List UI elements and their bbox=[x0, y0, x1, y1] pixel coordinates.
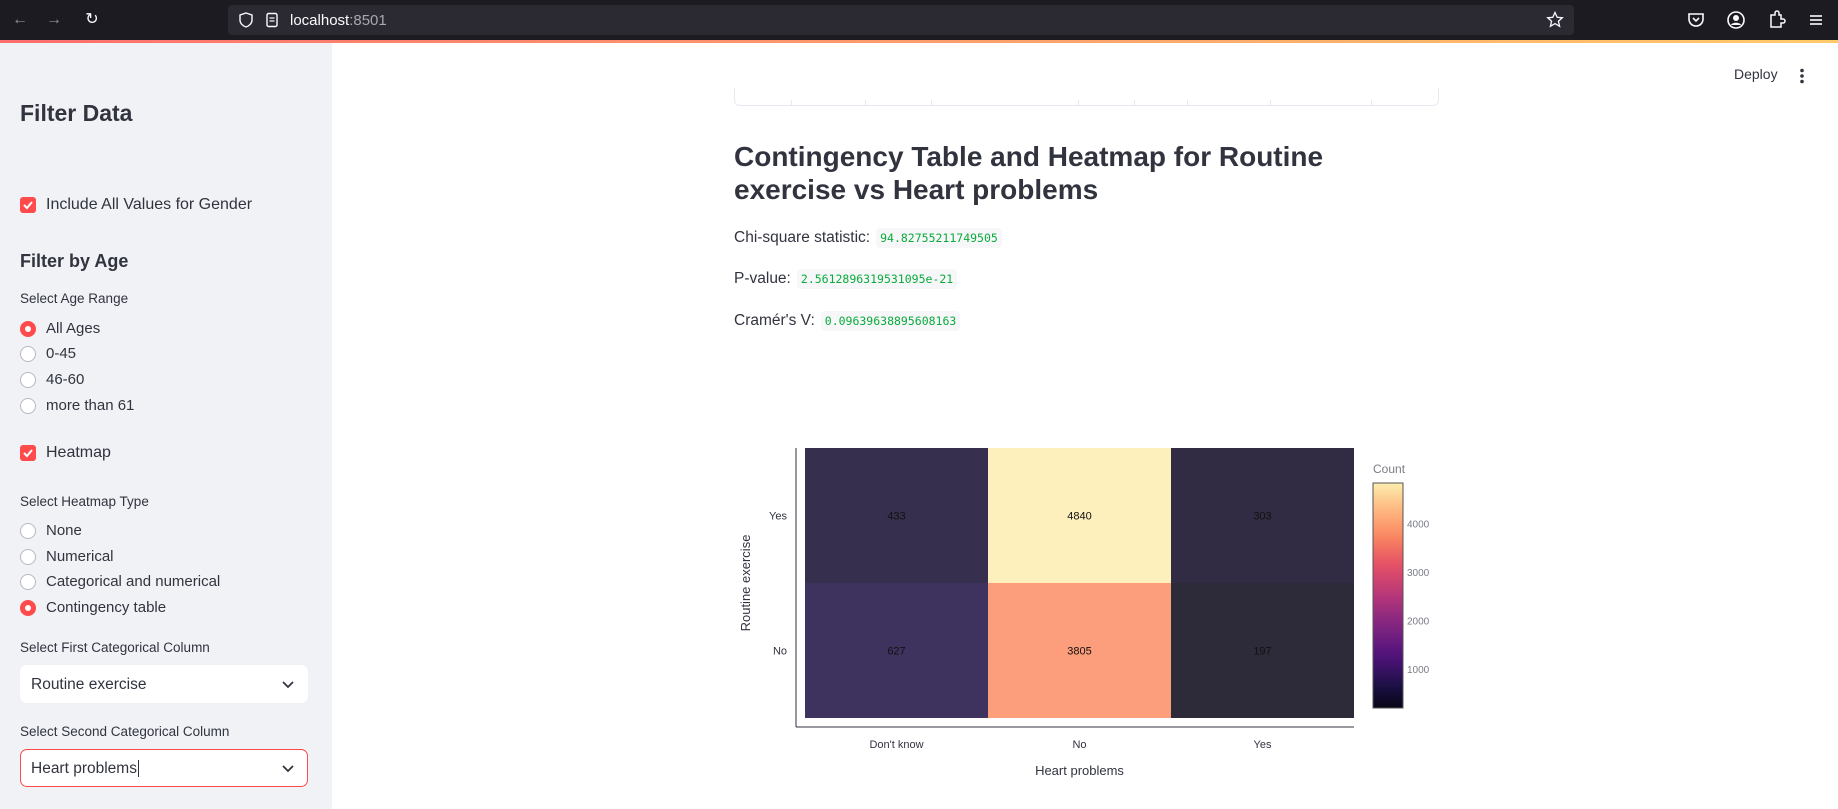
x-tick-label: Don't know bbox=[869, 739, 923, 751]
first-column-select[interactable]: Routine exercise bbox=[20, 665, 308, 703]
cramers-v-value: 0.09639638895608163 bbox=[820, 311, 961, 331]
browser-toolbar: ← → ↻ localhost:8501 bbox=[0, 0, 1838, 40]
age-option-61-plus[interactable]: more than 61 bbox=[20, 397, 134, 414]
radio-icon[interactable] bbox=[20, 573, 36, 590]
cramers-v-stat: Cramér's V: 0.09639638895608163 bbox=[734, 311, 961, 331]
y-axis-title: Routine exercise bbox=[738, 535, 753, 632]
radio-selected-icon[interactable] bbox=[20, 320, 36, 337]
age-option-0-45[interactable]: 0-45 bbox=[20, 345, 76, 362]
heatmap-type-label: Select Heatmap Type bbox=[20, 494, 149, 509]
back-icon[interactable]: ← bbox=[12, 11, 28, 28]
second-column-select[interactable]: Heart problems​ bbox=[20, 749, 308, 787]
age-option-label: 46-60 bbox=[46, 371, 85, 388]
deploy-button[interactable]: Deploy bbox=[1734, 66, 1778, 82]
chi-square-stat: Chi-square statistic: 94.82755211749505 bbox=[734, 228, 1002, 248]
p-value-stat: P-value: 2.5612896319531095e-21 bbox=[734, 269, 958, 289]
radio-icon[interactable] bbox=[20, 548, 36, 565]
age-option-46-60[interactable]: 46-60 bbox=[20, 371, 84, 388]
colorbar-tick-label: 2000 bbox=[1407, 617, 1430, 628]
reload-icon[interactable]: ↻ bbox=[85, 11, 99, 28]
heatmap-cell bbox=[1171, 583, 1354, 718]
heatmap-cell bbox=[1171, 448, 1354, 583]
radio-icon[interactable] bbox=[20, 371, 36, 388]
p-value-label: P-value: bbox=[734, 270, 791, 287]
forward-icon[interactable]: → bbox=[46, 11, 62, 28]
heatmap-type-option-label: Categorical and numerical bbox=[46, 573, 221, 590]
x-axis-title: Heart problems bbox=[1035, 763, 1124, 778]
chi-square-label: Chi-square statistic: bbox=[734, 229, 871, 246]
heatmap-cell bbox=[805, 448, 988, 583]
heatmap-cell-label: 3805 bbox=[1067, 646, 1091, 658]
cramers-v-label: Cramér's V: bbox=[734, 312, 815, 329]
age-option-label: more than 61 bbox=[46, 397, 135, 414]
url-host: localhost bbox=[290, 12, 350, 29]
contingency-heatmap[interactable]: 433 4840 303 627 3805 197 Don't know No Yes Yes No… bbox=[730, 440, 1450, 790]
address-bar[interactable]: localhost:8501 bbox=[228, 5, 1574, 35]
chevron-down-icon bbox=[282, 765, 294, 773]
radio-icon[interactable] bbox=[20, 522, 36, 539]
heatmap-cell-label: 627 bbox=[887, 646, 905, 658]
page-icon bbox=[266, 12, 278, 28]
text-cursor: ​ bbox=[137, 760, 139, 777]
shield-icon[interactable] bbox=[238, 12, 254, 28]
second-column-value: Heart problems bbox=[31, 760, 137, 777]
heatmap-cell-label: 4840 bbox=[1067, 511, 1091, 523]
heatmap-type-numerical[interactable]: Numerical bbox=[20, 548, 114, 565]
more-options-icon[interactable] bbox=[1796, 68, 1808, 84]
radio-icon[interactable] bbox=[20, 397, 36, 414]
url-port: :8501 bbox=[349, 12, 387, 29]
menu-icon[interactable] bbox=[1804, 8, 1828, 32]
colorbar-tick-label: 1000 bbox=[1407, 665, 1430, 676]
include-all-gender-checkbox[interactable]: Include All Values for Gender bbox=[20, 196, 252, 214]
pocket-icon[interactable] bbox=[1684, 8, 1708, 32]
y-tick-label: No bbox=[773, 646, 787, 658]
colorbar-title: Count bbox=[1373, 462, 1406, 476]
dataframe-scrolled-bottom[interactable] bbox=[734, 88, 1439, 106]
age-option-label: 0-45 bbox=[46, 345, 77, 362]
heatmap-type-none[interactable]: None bbox=[20, 522, 82, 539]
account-icon[interactable] bbox=[1724, 8, 1748, 32]
heatmap-type-contingency[interactable]: Contingency table bbox=[20, 599, 166, 616]
heatmap-type-cat-num[interactable]: Categorical and numerical bbox=[20, 573, 220, 590]
x-tick-label: Yes bbox=[1254, 739, 1272, 751]
heatmap-type-option-label: Numerical bbox=[46, 548, 114, 565]
heatmap-type-option-label: Contingency table bbox=[46, 599, 167, 616]
heatmap-cell-label: 197 bbox=[1253, 646, 1271, 658]
colorbar bbox=[1372, 482, 1404, 709]
first-column-label: Select First Categorical Column bbox=[20, 640, 210, 655]
heatmap-checkbox[interactable]: Heatmap bbox=[20, 444, 111, 462]
x-tick-label: No bbox=[1072, 739, 1086, 751]
loading-accent-line bbox=[0, 40, 1838, 43]
heatmap-cell-label: 433 bbox=[887, 511, 905, 523]
chi-square-value: 94.82755211749505 bbox=[876, 228, 1002, 248]
bookmark-star-icon[interactable] bbox=[1546, 11, 1564, 29]
heatmap-cell bbox=[988, 448, 1171, 583]
checkbox-checked-icon[interactable] bbox=[20, 197, 36, 213]
filter-by-age-heading: Filter by Age bbox=[20, 251, 129, 271]
colorbar-tick-label: 4000 bbox=[1407, 520, 1430, 531]
radio-selected-icon[interactable] bbox=[20, 599, 36, 616]
colorbar-tick-label: 3000 bbox=[1407, 568, 1430, 579]
heatmap-type-option-label: None bbox=[46, 522, 82, 539]
age-option-label: All Ages bbox=[46, 320, 101, 337]
heatmap-cell bbox=[988, 583, 1171, 718]
include-all-gender-label: Include All Values for Gender bbox=[46, 196, 253, 213]
age-option-all[interactable]: All Ages bbox=[20, 320, 100, 337]
heatmap-cell-label: 303 bbox=[1253, 511, 1271, 523]
heatmap-checkbox-label: Heatmap bbox=[46, 444, 111, 461]
radio-icon[interactable] bbox=[20, 345, 36, 362]
sidebar-title: Filter Data bbox=[20, 100, 133, 126]
select-age-range-label: Select Age Range bbox=[20, 291, 129, 306]
p-value-value: 2.5612896319531095e-21 bbox=[796, 269, 958, 289]
heatmap-cell bbox=[805, 583, 988, 718]
second-column-label: Select Second Categorical Column bbox=[20, 724, 230, 739]
url-text: localhost:8501 bbox=[290, 12, 387, 29]
first-column-value: Routine exercise bbox=[31, 676, 147, 693]
y-tick-label: Yes bbox=[769, 511, 787, 523]
chevron-down-icon bbox=[282, 681, 294, 689]
extensions-icon[interactable] bbox=[1764, 8, 1788, 32]
checkbox-checked-icon[interactable] bbox=[20, 445, 36, 461]
page-title: Contingency Table and Heatmap for Routin… bbox=[734, 141, 1324, 205]
